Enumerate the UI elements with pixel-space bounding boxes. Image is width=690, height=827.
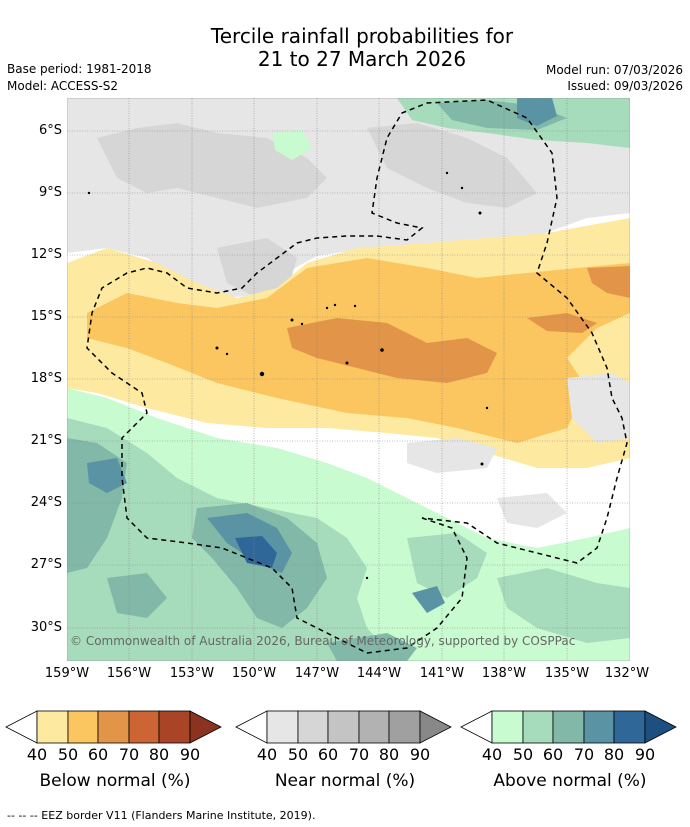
colorbar-near-swatch — [388, 710, 421, 744]
map-title-line1: Tercile rainfall probabilities for — [210, 24, 514, 48]
colorbar-near-tick: 60 — [317, 745, 339, 764]
lat-label-24s: 24°S — [30, 495, 62, 510]
colorbar-above-swatch — [522, 710, 554, 744]
lat-label-21s: 21°S — [30, 433, 62, 448]
lat-label-6s: 6°S — [38, 123, 62, 138]
colorbar-near-max-arrow — [419, 710, 452, 744]
colorbar-near-swatch — [297, 710, 329, 744]
lon-label-147w: 147°W — [294, 666, 340, 681]
colorbar-near-swatch — [327, 710, 360, 744]
lon-label-132w: 132°W — [604, 666, 650, 681]
colorbar-above-tick: 60 — [542, 745, 564, 764]
below-normal-region — [587, 266, 630, 298]
colorbar-below-tick: 90 — [179, 745, 201, 764]
above-normal-south — [497, 568, 630, 643]
lon-label-153w: 153°W — [169, 666, 215, 681]
lon-label-150w: 150°W — [231, 666, 277, 681]
colorbar-below-swatch — [36, 710, 69, 744]
colorbar-near-min-arrow — [235, 710, 268, 744]
copyright-text: © Commonwealth of Australia 2026, Bureau… — [70, 634, 575, 648]
colorbar-below-min-arrow — [5, 710, 38, 744]
lat-label-15s: 15°S — [30, 309, 62, 324]
probability-map: © Commonwealth of Australia 2026, Bureau… — [67, 98, 630, 661]
lat-label-12s: 12°S — [30, 247, 62, 262]
colorbar-below-swatch — [128, 710, 160, 744]
colorbar-above-min-arrow — [460, 710, 493, 744]
colorbar-below-swatch — [67, 710, 99, 744]
above-normal-south — [407, 533, 487, 598]
colorbar-near-title: Near normal (%) — [274, 771, 416, 791]
colorbar-above — [460, 710, 677, 744]
colorbar-near-tick: 70 — [348, 745, 370, 764]
colorbar-below-tick: 60 — [87, 745, 109, 764]
colorbar-above-swatch — [613, 710, 646, 744]
colorbar-above-max-arrow — [644, 710, 677, 744]
lat-label-27s: 27°S — [30, 557, 62, 572]
eez-footnote: -- -- -- EEZ border V11 (Flanders Marine… — [7, 809, 316, 822]
above-normal-south — [412, 586, 445, 613]
colorbar-below-title: Below normal (%) — [39, 771, 191, 791]
colorbar-near-swatch — [266, 710, 299, 744]
colorbar-below-max-arrow — [189, 710, 222, 744]
near-normal-region-mid — [217, 238, 297, 298]
below-normal-region — [287, 318, 497, 383]
colorbar-above-swatch — [583, 710, 615, 744]
near-normal-patch — [497, 493, 567, 528]
colorbar-near-swatch — [358, 710, 390, 744]
lat-label-18s: 18°S — [30, 371, 62, 386]
colorbar-below — [5, 710, 222, 744]
colorbar-above-tick: 70 — [573, 745, 595, 764]
colorbar-above-tick: 50 — [512, 745, 534, 764]
lon-label-159w: 159°W — [44, 666, 90, 681]
colorbar-above-title: Above normal (%) — [493, 771, 647, 791]
colorbar-above-tick: 80 — [603, 745, 625, 764]
below-normal-region — [527, 313, 597, 333]
above-normal-south — [87, 458, 127, 493]
colorbar-above-swatch — [552, 710, 585, 744]
lon-label-135w: 135°W — [544, 666, 590, 681]
above-normal-south — [235, 536, 277, 568]
model-name: Model: ACCESS-S2 — [7, 79, 119, 93]
issued-date: Issued: 09/03/2026 — [567, 79, 683, 93]
colorbar-below-tick: 80 — [148, 745, 170, 764]
lon-label-144w: 144°W — [356, 666, 402, 681]
eez-borders — [86, 99, 628, 654]
colorbar-below-swatch — [97, 710, 130, 744]
colorbar-below-tick: 40 — [26, 745, 48, 764]
above-normal-region — [517, 98, 557, 126]
colorbar-below-tick: 50 — [57, 745, 79, 764]
colorbar-near-tick: 80 — [378, 745, 400, 764]
colorbar-below-swatch — [158, 710, 191, 744]
lat-label-9s: 9°S — [38, 185, 62, 200]
colorbar-below-tick: 70 — [118, 745, 140, 764]
map-title-line2: 21 to 27 March 2026 — [257, 47, 467, 71]
islands — [87, 171, 489, 580]
near-normal-patch — [407, 438, 497, 473]
colorbar-near-tick: 90 — [409, 745, 431, 764]
above-normal-south — [107, 573, 167, 618]
lon-label-138w: 138°W — [481, 666, 527, 681]
near-normal-region-mid — [367, 123, 537, 208]
above-normal-south — [327, 633, 417, 661]
near-normal-region-mid — [97, 123, 327, 208]
lat-label-30s: 30°S — [30, 620, 62, 635]
colorbar-above-tick: 40 — [481, 745, 503, 764]
colorbar-near — [235, 710, 452, 744]
near-normal-patch — [567, 373, 630, 443]
colorbar-near-tick: 50 — [287, 745, 309, 764]
colorbar-above-swatch — [491, 710, 524, 744]
model-run: Model run: 07/03/2026 — [545, 63, 683, 77]
lon-label-156w: 156°W — [106, 666, 152, 681]
colorbar-above-tick: 90 — [634, 745, 656, 764]
base-period: Base period: 1981-2018 — [7, 62, 152, 76]
lon-label-141w: 141°W — [419, 666, 465, 681]
colorbar-near-tick: 40 — [256, 745, 278, 764]
above-normal-region — [272, 130, 312, 160]
